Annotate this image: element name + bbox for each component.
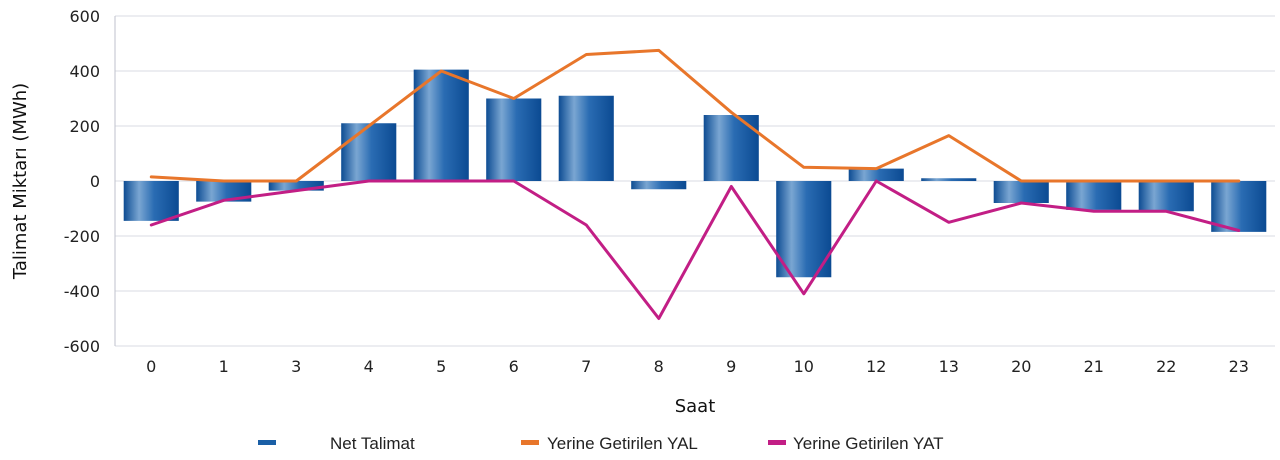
bar bbox=[703, 115, 759, 181]
bar bbox=[123, 181, 179, 221]
legend-label: Yerine Getirilen YAT bbox=[793, 434, 944, 453]
y-tick-label: 400 bbox=[69, 62, 100, 81]
x-tick-label: 1 bbox=[219, 357, 229, 376]
series-line bbox=[149, 179, 1241, 320]
bars bbox=[123, 69, 1267, 278]
x-tick-label: 6 bbox=[509, 357, 519, 376]
bar bbox=[1138, 181, 1194, 212]
bar bbox=[631, 181, 687, 190]
x-tick-label: 8 bbox=[654, 357, 664, 376]
y-tick-label: 600 bbox=[69, 7, 100, 26]
bar bbox=[1066, 181, 1122, 210]
bar bbox=[486, 98, 542, 181]
legend-label: Net Talimat bbox=[330, 434, 415, 453]
x-tick-label: 13 bbox=[939, 357, 959, 376]
x-tick-label: 3 bbox=[291, 357, 301, 376]
y-tick-label: 0 bbox=[90, 172, 100, 191]
x-tick-label: 5 bbox=[436, 357, 446, 376]
y-axis-title: Talimat Miktarı (MWh) bbox=[10, 83, 31, 280]
series-line bbox=[149, 48, 1241, 183]
legend-swatch bbox=[768, 440, 786, 445]
y-tick-labels: -600 -400 -200 0 200 400 600 bbox=[64, 7, 100, 356]
lines bbox=[149, 48, 1241, 320]
y-tick-label: -200 bbox=[64, 227, 100, 246]
bar bbox=[341, 123, 397, 181]
bar bbox=[921, 178, 977, 181]
x-tick-label: 23 bbox=[1229, 357, 1249, 376]
y-tick-label: -600 bbox=[64, 337, 100, 356]
x-tick-labels: 0 1 3 4 5 6 7 8 9 10 12 13 20 21 22 23 bbox=[146, 357, 1249, 376]
x-tick-label: 4 bbox=[364, 357, 374, 376]
x-axis-title: Saat bbox=[675, 396, 716, 417]
bar bbox=[848, 168, 904, 181]
x-tick-label: 7 bbox=[581, 357, 591, 376]
bar bbox=[196, 181, 252, 202]
bar bbox=[413, 69, 469, 181]
x-tick-label: 0 bbox=[146, 357, 156, 376]
x-tick-label: 22 bbox=[1156, 357, 1176, 376]
bar bbox=[776, 181, 832, 278]
y-tick-label: -400 bbox=[64, 282, 100, 301]
x-tick-label: 9 bbox=[726, 357, 736, 376]
bar bbox=[1211, 181, 1267, 232]
legend-swatch bbox=[521, 440, 539, 445]
x-tick-label: 20 bbox=[1011, 357, 1031, 376]
legend: Net Talimat Yerine Getirilen YAL Yerine Ge… bbox=[258, 434, 944, 453]
bar bbox=[558, 95, 614, 181]
x-tick-label: 21 bbox=[1084, 357, 1104, 376]
legend-label: Yerine Getirilen YAL bbox=[547, 434, 698, 453]
x-tick-label: 10 bbox=[794, 357, 814, 376]
legend-swatch bbox=[258, 440, 276, 445]
y-tick-label: 200 bbox=[69, 117, 100, 136]
bar bbox=[268, 181, 324, 191]
x-tick-label: 12 bbox=[866, 357, 886, 376]
bar bbox=[993, 181, 1049, 203]
